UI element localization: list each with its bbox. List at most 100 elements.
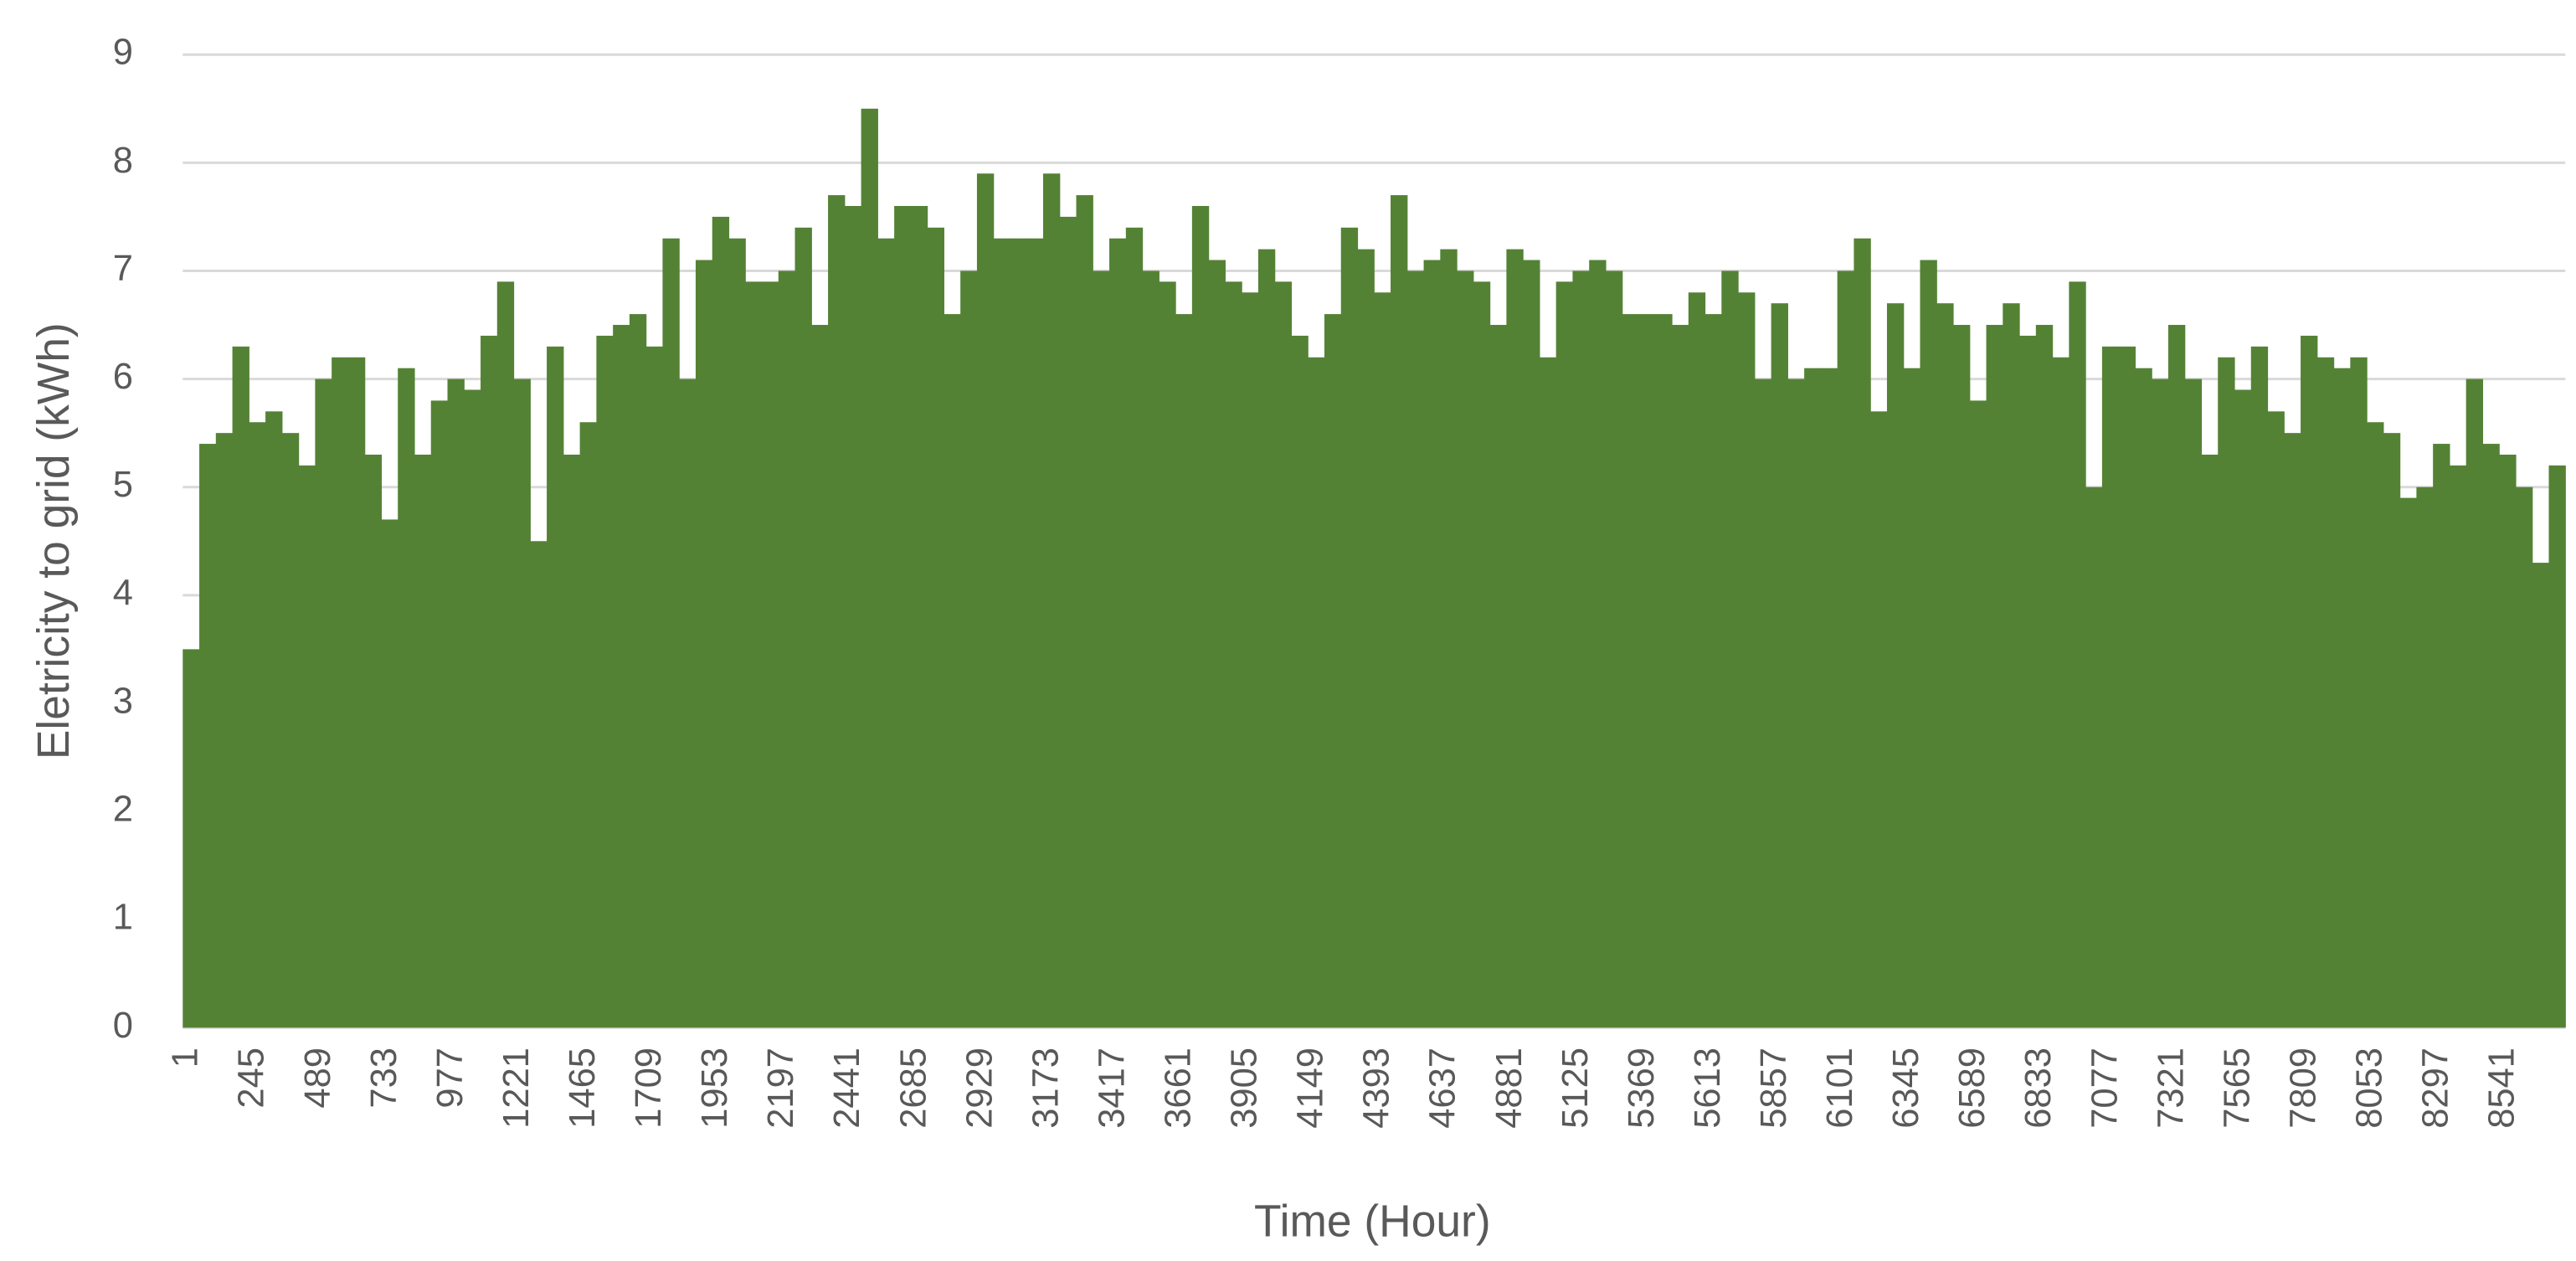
bar — [1555, 281, 1574, 1028]
bar — [2449, 465, 2467, 1028]
bar — [2316, 357, 2335, 1028]
bar — [2367, 422, 2384, 1028]
bar — [2399, 497, 2417, 1028]
x-tick-label: 2929 — [959, 1047, 1000, 1129]
bar — [1391, 195, 1408, 1028]
x-tick-label: 733 — [364, 1047, 404, 1109]
bar — [1026, 238, 1044, 1028]
bar — [1771, 303, 1788, 1028]
bar — [464, 389, 481, 1028]
bar — [1010, 238, 1027, 1028]
x-tick-label: 3905 — [1225, 1047, 1265, 1129]
bar — [2101, 346, 2120, 1028]
bar — [1340, 227, 1359, 1028]
bar — [2548, 465, 2566, 1028]
bar — [2499, 454, 2517, 1028]
x-tick-label: 8297 — [2416, 1047, 2456, 1129]
y-tick-label: 9 — [113, 33, 133, 73]
bar — [828, 195, 846, 1028]
x-tick-label: 1709 — [629, 1047, 669, 1129]
bar — [2085, 486, 2103, 1028]
bar — [2069, 281, 2086, 1028]
bar — [1374, 292, 1391, 1028]
bar — [315, 378, 332, 1028]
bar — [1655, 314, 1673, 1028]
bar — [2052, 357, 2070, 1028]
bar — [1506, 249, 1524, 1028]
bar — [1721, 270, 1739, 1028]
y-tick-label: 6 — [113, 357, 133, 397]
bar — [1159, 281, 1176, 1028]
x-tick-label: 1 — [166, 1047, 206, 1068]
bar — [1903, 368, 1921, 1028]
bar — [728, 238, 746, 1028]
bar — [215, 433, 234, 1028]
bar — [762, 281, 779, 1028]
bar — [1738, 292, 1756, 1028]
bar — [1225, 281, 1242, 1028]
bar — [794, 227, 812, 1028]
bar — [1059, 216, 1077, 1028]
bar — [1142, 270, 1159, 1028]
bar — [232, 346, 249, 1028]
x-tick-label: 4149 — [1291, 1047, 1331, 1129]
bar — [265, 411, 283, 1028]
bar — [1257, 249, 1276, 1028]
bar — [2416, 486, 2434, 1028]
bar — [2019, 335, 2037, 1028]
bar — [1820, 368, 1838, 1028]
bar — [976, 173, 995, 1028]
x-tick-label: 4393 — [1357, 1047, 1397, 1129]
x-tick-label: 6833 — [2018, 1047, 2059, 1129]
bar — [1308, 357, 1325, 1028]
bar — [249, 422, 266, 1028]
y-tick-label: 1 — [113, 898, 133, 938]
bar — [2465, 378, 2484, 1028]
bar — [861, 108, 878, 1028]
bar — [1357, 249, 1375, 1028]
bar — [2250, 346, 2269, 1028]
bar — [1837, 270, 1855, 1028]
bar — [1986, 325, 2003, 1028]
bar — [332, 357, 349, 1028]
bar — [1489, 325, 1507, 1028]
bar — [778, 270, 796, 1028]
bar — [2267, 411, 2285, 1028]
bar — [1688, 292, 1706, 1028]
x-tick-label: 1465 — [563, 1047, 603, 1129]
bar — [2003, 303, 2020, 1028]
bar — [2118, 346, 2136, 1028]
y-tick-label: 3 — [113, 681, 133, 721]
bar — [1920, 260, 1937, 1028]
bar — [1440, 249, 1458, 1028]
y-axis-title: Eletricity to grid (kWh) — [29, 322, 79, 759]
x-tick-label: 1953 — [695, 1047, 735, 1129]
bar — [398, 368, 415, 1028]
bar — [2201, 454, 2219, 1028]
bar — [496, 281, 515, 1028]
bar — [2184, 378, 2203, 1028]
bar — [1870, 411, 1888, 1028]
bar — [1622, 314, 1640, 1028]
bar — [1076, 195, 1093, 1028]
bar — [1423, 260, 1441, 1028]
x-tick-label: 977 — [430, 1047, 470, 1109]
bar — [430, 400, 449, 1028]
x-tick-label: 4881 — [1489, 1047, 1530, 1129]
x-tick-label: 7321 — [2151, 1047, 2191, 1129]
bar — [199, 444, 217, 1028]
bar — [960, 270, 978, 1028]
bar — [1473, 281, 1491, 1028]
x-tick-label: 7565 — [2217, 1047, 2257, 1129]
x-tick-label: 1221 — [496, 1047, 537, 1129]
bar — [2350, 357, 2368, 1028]
bar — [745, 281, 763, 1028]
bar — [2234, 389, 2252, 1028]
y-tick-label: 4 — [113, 573, 133, 613]
bar — [2218, 357, 2235, 1028]
x-tick-label: 6589 — [1952, 1047, 1992, 1129]
bar — [877, 238, 895, 1028]
bar — [530, 541, 548, 1028]
bar — [2333, 368, 2351, 1028]
bar — [414, 454, 432, 1028]
